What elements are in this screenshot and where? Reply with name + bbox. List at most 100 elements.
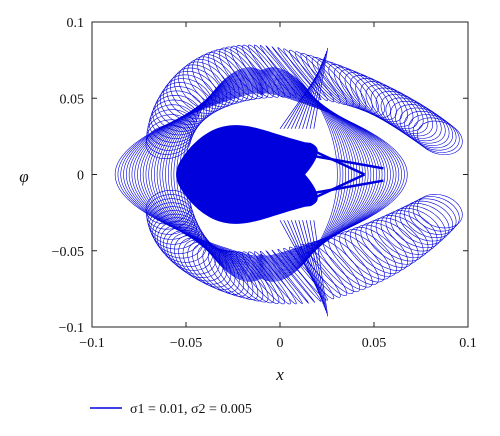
lower-shell-loop bbox=[152, 213, 202, 254]
outer-orbit bbox=[137, 84, 386, 265]
outer-orbit bbox=[162, 75, 361, 274]
lower-shell-loop bbox=[306, 242, 354, 295]
outer-orbit bbox=[173, 71, 349, 278]
upper-shell-loop bbox=[328, 64, 379, 114]
lower-shell-loop bbox=[145, 189, 191, 225]
lower-strand bbox=[313, 220, 329, 317]
upper-shell-loop bbox=[152, 95, 202, 136]
outer-orbit bbox=[165, 74, 358, 275]
upper-shell-loop bbox=[178, 64, 228, 112]
upper-shell-loop bbox=[202, 52, 249, 103]
lower-strand bbox=[290, 220, 322, 299]
lower-shell-loop bbox=[412, 196, 460, 232]
lower-shell-loop bbox=[157, 220, 208, 263]
upper-shell-loop bbox=[294, 51, 341, 104]
lower-shell-loop bbox=[408, 198, 457, 235]
lower-shell-loop bbox=[277, 248, 322, 302]
x-axis-ticks: −0.1 −0.05 0 0.05 0.1 bbox=[79, 22, 477, 351]
dense-core-region bbox=[176, 125, 318, 224]
lower-shell-loop bbox=[333, 233, 385, 283]
x-tick-label: 0 bbox=[277, 336, 284, 351]
lower-shell-loop bbox=[145, 194, 193, 230]
outer-orbit bbox=[123, 89, 400, 260]
y-axis-label: φ bbox=[19, 167, 28, 186]
upper-shell-loop bbox=[317, 59, 367, 110]
lower-shell-loop bbox=[159, 223, 210, 267]
upper-shell-loop bbox=[344, 72, 397, 120]
outer-orbit bbox=[131, 86, 391, 263]
upper-strand bbox=[294, 63, 323, 129]
lower-shell-loop bbox=[294, 245, 341, 298]
lower-strand bbox=[305, 220, 326, 311]
x-tick-label: −0.05 bbox=[170, 336, 202, 351]
lower-shell-loop bbox=[344, 229, 397, 277]
lower-shell-loop bbox=[349, 226, 403, 274]
lower-shell-loop bbox=[375, 215, 429, 259]
upper-shell-loop bbox=[349, 75, 403, 123]
lower-shell-loop bbox=[385, 210, 438, 252]
outer-orbit bbox=[126, 88, 397, 261]
outer-orbit bbox=[128, 87, 394, 262]
lower-shell-loop bbox=[380, 212, 433, 255]
lower-shell-loop bbox=[311, 240, 360, 293]
upper-shell-loop bbox=[416, 120, 463, 156]
y-axis-ticks: −0.1 −0.05 0 0.05 0.1 bbox=[52, 16, 468, 336]
upper-shell-loop bbox=[146, 114, 194, 151]
lower-shell-loop bbox=[242, 251, 285, 305]
lower-strand bbox=[302, 220, 325, 308]
lower-shell-loop bbox=[360, 222, 414, 268]
outer-orbit bbox=[156, 77, 366, 272]
upper-strand bbox=[290, 66, 322, 129]
outer-orbit bbox=[148, 80, 375, 269]
outer-orbit bbox=[142, 82, 380, 267]
upper-shell-loop bbox=[174, 67, 224, 114]
y-tick-label: 0 bbox=[77, 169, 84, 184]
y-tick-label: −0.1 bbox=[59, 321, 84, 336]
lower-shell-loop bbox=[253, 251, 297, 305]
legend: σ1 = 0.01, σ2 = 0.005 bbox=[90, 402, 252, 417]
outer-orbit bbox=[159, 76, 363, 273]
core-prong bbox=[298, 173, 366, 207]
upper-shell-loop bbox=[207, 50, 254, 102]
lower-shell-loop bbox=[355, 224, 408, 271]
lower-strand bbox=[283, 220, 320, 293]
outer-orbit bbox=[139, 83, 383, 266]
lower-shell-loop bbox=[416, 193, 463, 229]
lower-shell-loop bbox=[174, 235, 224, 282]
outer-orbit bbox=[117, 91, 405, 258]
y-tick-label: −0.05 bbox=[52, 245, 84, 260]
lower-shell-loop bbox=[339, 231, 391, 280]
x-tick-label: 0.1 bbox=[459, 336, 477, 351]
lower-strand bbox=[287, 220, 321, 296]
outer-orbit bbox=[153, 78, 369, 271]
y-tick-label: 0.05 bbox=[60, 92, 85, 107]
outer-orbit bbox=[151, 79, 372, 270]
lower-strand bbox=[298, 220, 324, 305]
upper-shell-loop bbox=[157, 86, 208, 129]
y-tick-label: 0.1 bbox=[67, 16, 85, 31]
x-tick-label: −0.1 bbox=[79, 336, 104, 351]
outer-orbit bbox=[145, 81, 377, 268]
upper-shell-loop bbox=[197, 54, 244, 104]
lower-shell-loop bbox=[365, 219, 419, 265]
x-tick-label: 0.05 bbox=[362, 336, 387, 351]
trajectory-series bbox=[114, 44, 463, 317]
lower-shell-loop bbox=[271, 249, 316, 303]
upper-strand bbox=[302, 56, 325, 129]
upper-shell-loop bbox=[306, 54, 354, 107]
upper-shell-loop bbox=[154, 90, 205, 132]
upper-strand bbox=[305, 53, 326, 129]
lower-strand bbox=[294, 220, 323, 302]
upper-shell-loop bbox=[300, 53, 348, 105]
lower-shell-loop bbox=[259, 250, 303, 304]
upper-shell-loop bbox=[339, 69, 391, 118]
upper-shell-loop bbox=[311, 56, 360, 109]
upper-shell-loop bbox=[333, 66, 385, 116]
outer-orbit bbox=[170, 72, 352, 277]
lower-strand bbox=[309, 220, 327, 314]
legend-label: σ1 = 0.01, σ2 = 0.005 bbox=[130, 402, 252, 417]
upper-strand bbox=[313, 47, 329, 129]
upper-strand bbox=[309, 50, 327, 129]
outer-orbit bbox=[120, 90, 402, 259]
